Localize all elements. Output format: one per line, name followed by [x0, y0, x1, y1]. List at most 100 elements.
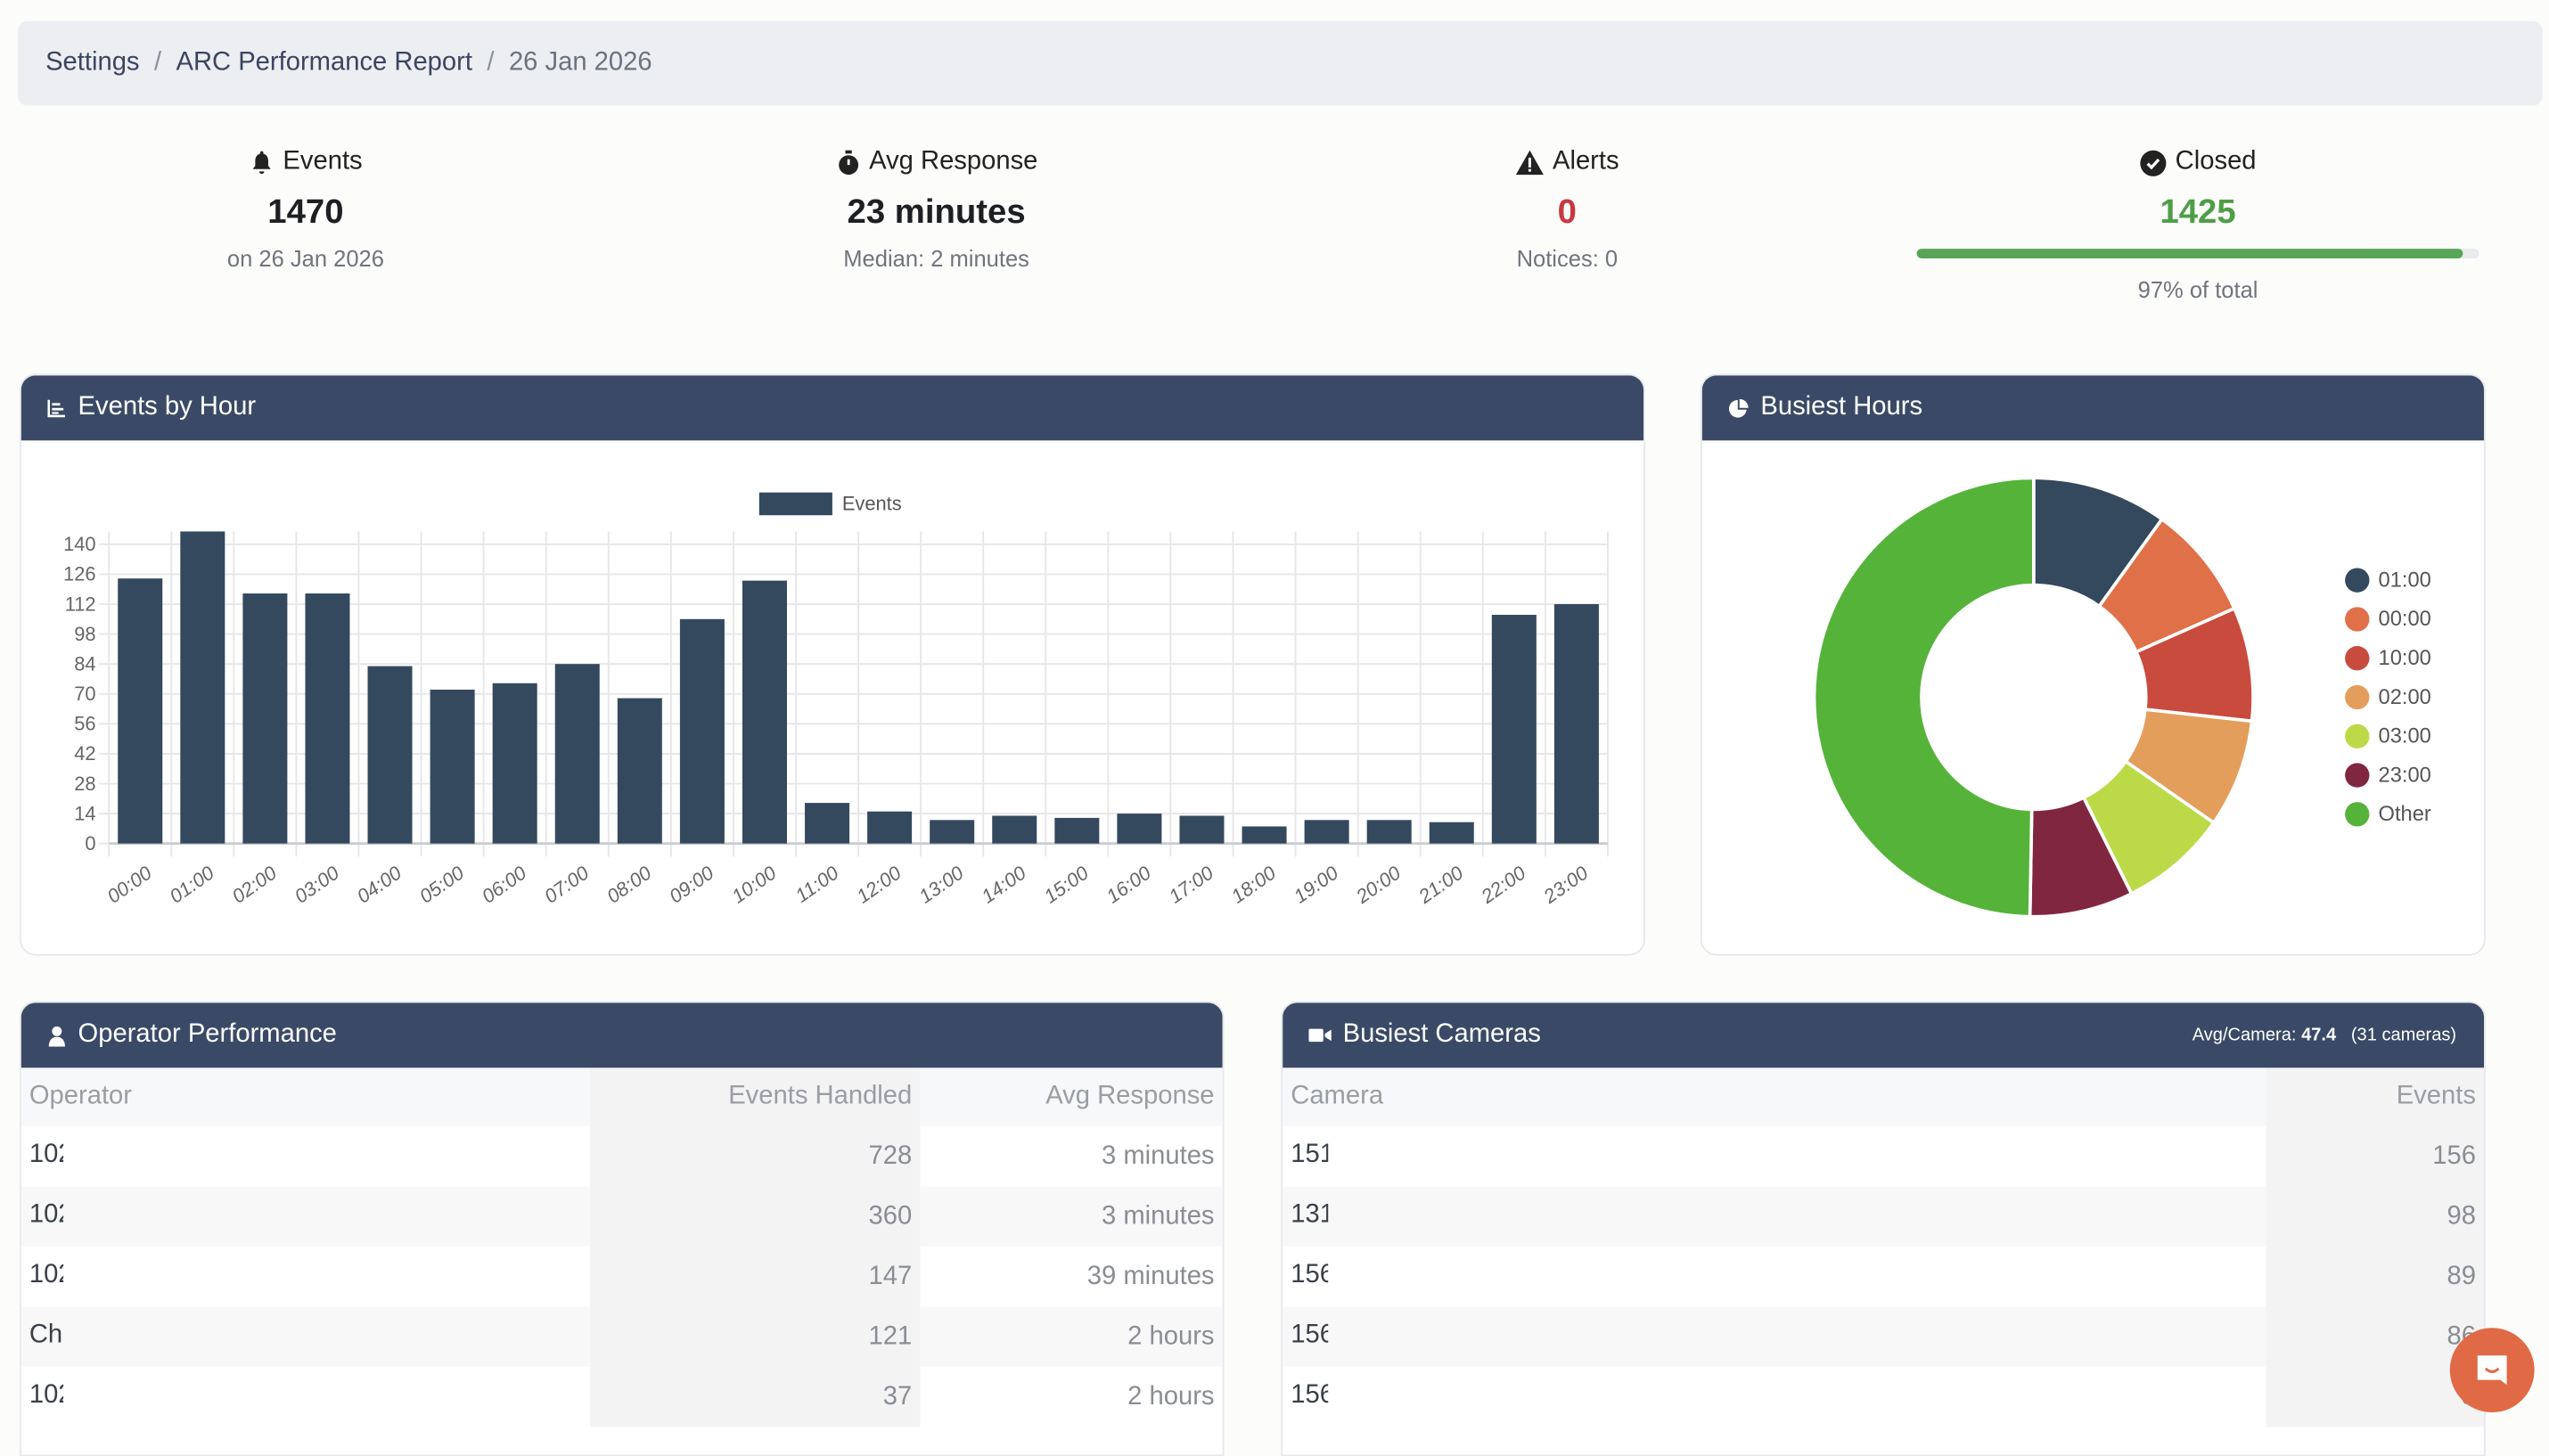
y-tick-label: 140 [63, 533, 95, 555]
busiest-hours-card: Busiest Hours 01:00 00:00 10:00 02:00 03:00 2… [1700, 373, 2486, 956]
bar-10:00 [742, 580, 787, 844]
card-title: Busiest Hours [1760, 393, 1923, 421]
camera-events: 8 [2266, 1366, 2485, 1427]
y-tick-label: 0 [85, 832, 95, 855]
camera-name: 131 [1283, 1186, 2266, 1247]
operator-name: Ch [20, 1306, 591, 1367]
bar-06:00 [492, 683, 537, 844]
legend-label: 03:00 [2379, 725, 2431, 748]
legend-swatch [2345, 763, 2370, 788]
bar-03:00 [305, 593, 350, 844]
breadcrumb-current: 26 Jan 2026 [508, 48, 652, 77]
legend-swatch [2345, 646, 2370, 671]
card-title: Operator Performance [78, 1020, 337, 1049]
bell-icon [252, 151, 271, 175]
stopwatch-icon [838, 150, 858, 176]
table-row[interactable]: 151 156 [1283, 1126, 2485, 1187]
camera-name: 156 [1291, 1382, 1328, 1411]
table-row[interactable]: 13198 [1283, 1186, 2485, 1247]
column-header-operator[interactable]: Operator [20, 1067, 591, 1127]
legend-label: 02:00 [2379, 686, 2431, 709]
bar-09:00 [679, 618, 725, 844]
camera-events: 156 [2266, 1126, 2485, 1187]
x-tick-label: 03:00 [291, 862, 343, 908]
bar-04:00 [367, 666, 413, 844]
warning-icon [1515, 150, 1544, 176]
table-row[interactable]: 102 37 2 hours [21, 1366, 1223, 1427]
bar-23:00 [1553, 604, 1599, 844]
stat-closed: Closed 1425 97% of total [1916, 148, 2479, 302]
legend-swatch [2345, 568, 2370, 593]
x-tick-label: 16:00 [1102, 862, 1155, 908]
y-tick-label: 56 [74, 713, 95, 735]
column-header-events[interactable]: Events [2266, 1067, 2485, 1127]
camera-name: 156 [1291, 1262, 1328, 1290]
x-tick-label: 10:00 [727, 862, 780, 908]
table-row[interactable]: 1023603 minutes [20, 1186, 1223, 1247]
table-row[interactable]: 1568 [1283, 1366, 2485, 1427]
events-handled: 147 [590, 1247, 921, 1307]
avg-response: 2 hours [1127, 1382, 1215, 1411]
stat-label: Closed [2175, 147, 2257, 176]
y-tick-label: 14 [74, 802, 95, 824]
bar-17:00 [1179, 815, 1225, 844]
legend-swatch [2345, 684, 2370, 710]
bar-07:00 [554, 664, 600, 844]
avg-per-camera: Avg/Camera: 47.4 (31 cameras) [2192, 1025, 2457, 1045]
x-tick-label: 04:00 [353, 862, 406, 908]
stat-label: Avg Response [869, 147, 1038, 176]
stat-sub: Notices: 0 [1516, 245, 1619, 272]
closed-progress-bar [1916, 249, 2479, 259]
column-header-avg-response[interactable]: Avg Response [920, 1067, 1223, 1127]
stat-avg-response: Avg Response 23 minutes Median: 2 minute… [693, 148, 1180, 272]
operator-performance-card: Operator Performance Operator Events Han… [19, 1001, 1225, 1456]
table-row[interactable]: 102 728 3 minutes [21, 1126, 1223, 1187]
legend-swatch [2345, 802, 2370, 827]
bar-15:00 [1054, 817, 1100, 844]
events-by-hour-card: Events by Hour 0 14 28 42 56 70 84 98 112 126 140 0… [19, 373, 1645, 956]
table-row[interactable]: 15686 [1283, 1306, 2485, 1367]
y-tick-label: 84 [74, 652, 95, 675]
stat-value: 23 minutes [847, 193, 1026, 232]
table-row[interactable]: 156 89 [1283, 1247, 2485, 1307]
x-tick-label: 18:00 [1227, 862, 1280, 908]
legend-swatch [2345, 607, 2370, 632]
operator-table: Operator Events Handled Avg Response 102… [20, 1067, 1223, 1427]
user-icon [48, 1025, 65, 1046]
x-tick-label: 00:00 [103, 862, 156, 908]
card-header: Events by Hour [20, 375, 1644, 441]
bar-21:00 [1429, 822, 1474, 844]
x-tick-label: 15:00 [1040, 862, 1093, 908]
card-header: Busiest Cameras Avg/Camera: 47.4 (31 cam… [1283, 1002, 2485, 1068]
breadcrumb-separator: / [487, 48, 495, 77]
y-tick-label: 70 [74, 683, 95, 705]
bar-19:00 [1304, 820, 1349, 844]
x-tick-label: 06:00 [478, 862, 530, 908]
breadcrumb-settings[interactable]: Settings [45, 48, 140, 77]
y-tick-label: 126 [63, 563, 95, 585]
legend-label: 01:00 [2379, 568, 2431, 592]
bar-12:00 [867, 811, 913, 844]
legend-label: 23:00 [2379, 764, 2431, 787]
table-row[interactable]: 102 147 39 minutes [21, 1247, 1223, 1307]
column-header-events-handled[interactable]: Events Handled [590, 1067, 921, 1127]
events-handled: 121 [590, 1306, 921, 1367]
bar-22:00 [1491, 614, 1537, 844]
events-handled: 37 [590, 1366, 921, 1427]
breadcrumb-separator: / [153, 48, 162, 77]
x-tick-label: 19:00 [1290, 862, 1342, 908]
x-tick-label: 14:00 [978, 862, 1030, 908]
y-tick-label: 112 [65, 593, 96, 615]
stat-sub: Median: 2 minutes [843, 245, 1029, 272]
bar-16:00 [1117, 814, 1162, 844]
table-row[interactable]: Ch 121 2 hours [20, 1306, 1223, 1367]
card-title: Busiest Cameras [1342, 1020, 1541, 1049]
operator-name: 102 [29, 1141, 63, 1170]
pie-chart-icon [1728, 397, 1749, 417]
stat-value: 1425 [2160, 193, 2236, 232]
breadcrumb-report[interactable]: ARC Performance Report [176, 48, 472, 77]
chat-button[interactable] [2449, 1328, 2535, 1413]
card-title: Events by Hour [78, 393, 257, 421]
busiest-hours-chart: 01:00 00:00 10:00 02:00 03:00 23:00 Other [1812, 476, 2431, 919]
column-header-camera[interactable]: Camera [1283, 1067, 2266, 1127]
